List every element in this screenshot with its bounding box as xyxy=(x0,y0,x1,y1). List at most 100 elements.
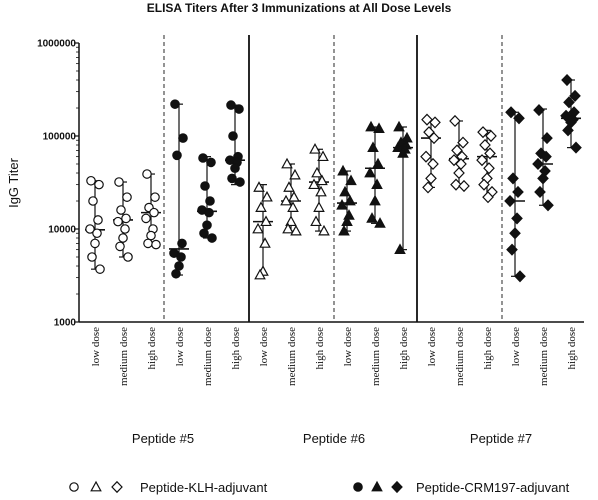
chart-title: ELISA Titers After 3 Immunizations at Al… xyxy=(147,1,452,15)
data-point xyxy=(366,212,378,223)
data-point xyxy=(428,132,440,145)
data-point xyxy=(541,132,553,145)
data-point xyxy=(174,261,184,271)
data-point xyxy=(146,230,156,241)
data-point xyxy=(453,166,465,180)
data-point xyxy=(365,120,377,132)
data-point xyxy=(85,224,95,234)
data-point xyxy=(281,157,293,169)
legend-filled-triangle xyxy=(371,480,383,492)
dose-label: low dose xyxy=(90,327,102,367)
dose-label: high dose xyxy=(398,327,410,370)
data-point xyxy=(537,172,549,185)
data-point xyxy=(483,162,495,175)
data-point xyxy=(226,100,236,110)
data-point xyxy=(533,104,545,117)
data-point xyxy=(235,177,245,187)
data-point xyxy=(569,89,581,102)
data-point xyxy=(458,179,470,193)
data-point xyxy=(512,185,524,199)
data-point xyxy=(341,215,353,227)
data-point xyxy=(113,216,123,227)
data-point xyxy=(253,181,265,192)
data-point xyxy=(316,174,328,186)
data-point xyxy=(570,141,582,154)
group-label: Peptide #7 xyxy=(470,431,532,446)
data-point xyxy=(178,133,188,143)
data-point xyxy=(170,99,180,109)
group-separators xyxy=(163,35,503,322)
data-point xyxy=(420,150,432,163)
data-point xyxy=(288,190,300,202)
data-point xyxy=(344,194,356,206)
data-point xyxy=(290,224,302,236)
dose-label: medium dose xyxy=(286,327,298,386)
data-point xyxy=(478,178,490,191)
data-point xyxy=(482,191,494,204)
data-point xyxy=(371,178,383,190)
data-point xyxy=(451,144,463,157)
data-point xyxy=(141,213,151,224)
data-point xyxy=(534,185,546,199)
legend-label-klh: Peptide-KLH-adjuvant xyxy=(140,480,268,495)
data-point xyxy=(123,252,133,262)
data-point xyxy=(92,228,102,239)
data-point xyxy=(450,178,462,191)
data-point xyxy=(338,224,350,236)
data-point xyxy=(422,181,434,194)
data-point xyxy=(204,207,214,218)
data-point xyxy=(401,131,413,143)
data-point xyxy=(485,129,497,143)
data-point xyxy=(261,190,273,202)
data-point xyxy=(143,238,153,249)
data-point xyxy=(513,112,525,125)
data-point xyxy=(142,169,152,179)
data-point xyxy=(532,157,544,171)
data-point xyxy=(200,181,210,191)
dose-label: medium dose xyxy=(202,327,214,386)
group-label: Peptide #5 xyxy=(132,431,194,446)
data-point xyxy=(540,150,552,163)
data-point xyxy=(149,207,159,218)
dose-labels: low dose medium dose high dose low dose medi… xyxy=(90,327,578,386)
data-point xyxy=(311,166,323,178)
data-point xyxy=(315,185,327,197)
data-point xyxy=(369,194,381,206)
data-point xyxy=(93,215,103,225)
data-point xyxy=(318,224,330,236)
y-tick-label: 100000 xyxy=(43,132,77,143)
data-point xyxy=(289,168,301,180)
data-point xyxy=(115,241,125,252)
data-point xyxy=(205,196,215,206)
data-point xyxy=(336,199,348,210)
legend: Peptide-KLH-adjuvant Peptide-CRM197-adjuv… xyxy=(69,480,570,495)
data-point xyxy=(95,264,105,274)
data-point xyxy=(94,179,104,190)
data-point xyxy=(449,114,461,128)
data-point xyxy=(457,136,469,149)
legend-filled-diamond xyxy=(391,480,403,494)
data-point xyxy=(563,96,575,109)
dose-label: high dose xyxy=(566,327,578,370)
dose-label: low dose xyxy=(174,327,186,367)
dose-label: low dose xyxy=(510,327,522,367)
data-point xyxy=(116,205,126,215)
data-point xyxy=(202,220,212,230)
data-point xyxy=(394,243,406,255)
dose-label: low dose xyxy=(258,327,270,367)
y-axis-label: IgG Titer xyxy=(6,157,21,208)
axes: 1000 10000 100000 1000000 xyxy=(37,39,584,329)
data-point xyxy=(207,233,217,243)
data-point xyxy=(260,215,272,227)
data-point xyxy=(514,270,526,283)
dose-label: medium dose xyxy=(118,327,130,386)
legend-filled-circle xyxy=(353,482,363,492)
data-point xyxy=(427,157,439,171)
data-point xyxy=(372,157,384,169)
data-point xyxy=(313,201,325,212)
data-point xyxy=(310,215,322,227)
dose-label: high dose xyxy=(146,327,158,370)
data-point xyxy=(392,141,404,153)
dose-label: low dose xyxy=(342,327,354,367)
